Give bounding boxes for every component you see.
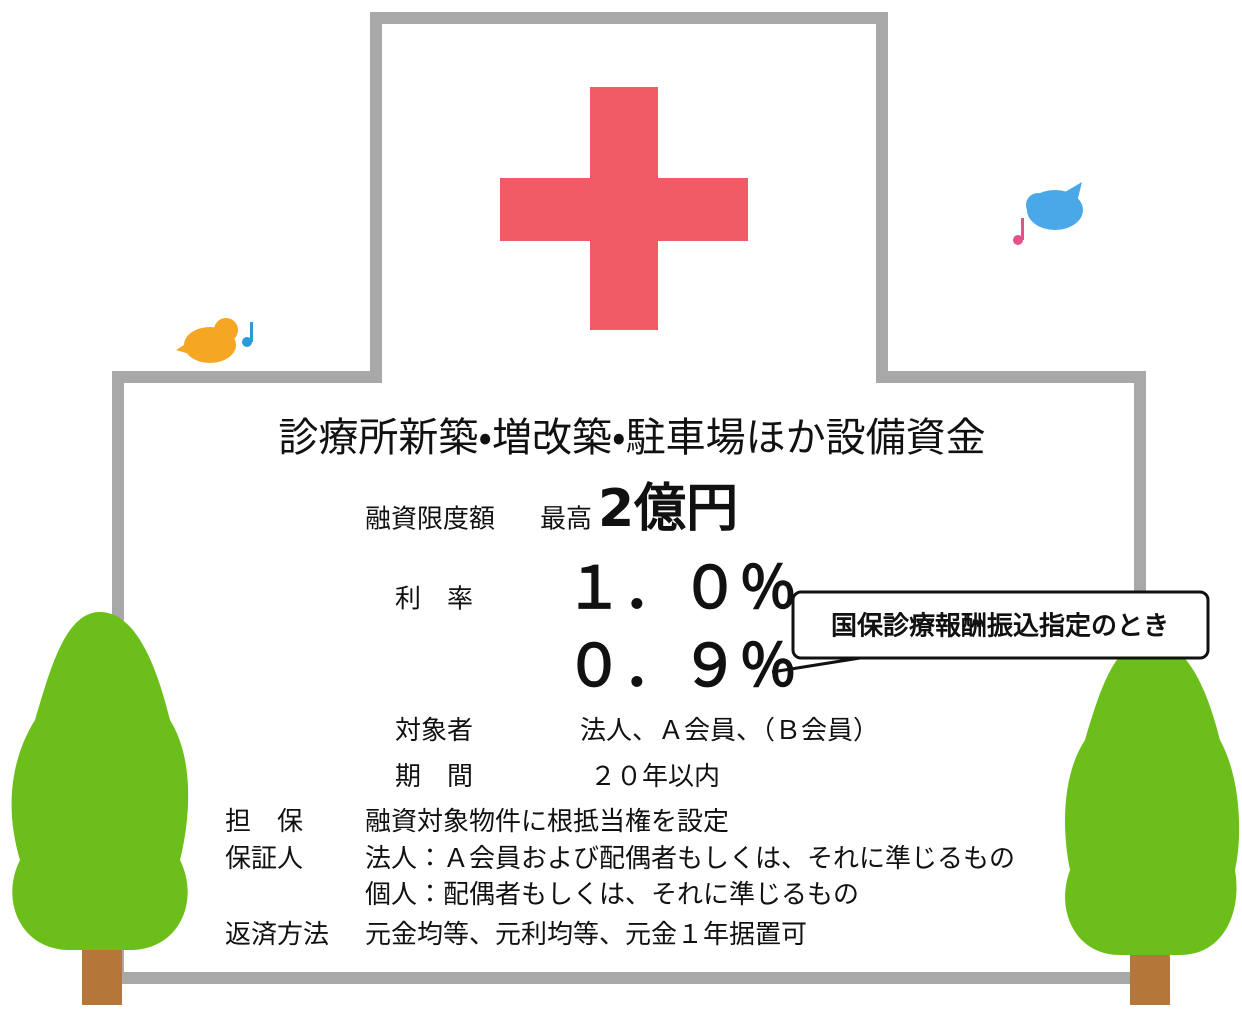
guarantor-label: 保証人	[225, 844, 303, 874]
guarantor-line: 個人：配偶者もしくは、それに準じるもの	[365, 880, 859, 910]
poster: 診療所新築・増改築・駐車場ほか設備資金 融資限度額 最高 2億円 利 率 １．０…	[0, 0, 1242, 1010]
interest-rate: １．０％	[565, 554, 797, 622]
callout-text: 国保診療報酬振込指定のとき	[831, 612, 1169, 642]
repayment-value: 元金均等、元利均等、元金１年据置可	[365, 920, 807, 950]
title: 診療所新築・増改築・駐車場ほか設備資金	[278, 415, 985, 461]
loan-limit-label: 融資限度額	[365, 505, 495, 535]
eligible-value: 法人、Ａ会員、（Ｂ会員）	[580, 716, 879, 746]
cross-horizontal	[500, 178, 748, 241]
loan-limit-amount: 2億円	[598, 479, 738, 539]
repayment-label: 返済方法	[225, 920, 329, 950]
yellow-bird	[176, 318, 253, 363]
term-value: ２０年以内	[590, 762, 720, 792]
collateral-label: 担 保	[225, 807, 303, 837]
blue-bird	[1013, 182, 1083, 245]
interest-label: 利 率	[395, 585, 473, 615]
term-label: 期 間	[395, 762, 473, 792]
special-rate: ０．９％	[565, 632, 797, 700]
guarantor-line: 法人：Ａ会員および配偶者もしくは、それに準じるもの	[365, 844, 1015, 874]
eligible-label: 対象者	[395, 716, 473, 746]
collateral-value: 融資対象物件に根抵当権を設定	[365, 807, 729, 837]
loan-limit-prefix: 最高	[540, 505, 592, 535]
